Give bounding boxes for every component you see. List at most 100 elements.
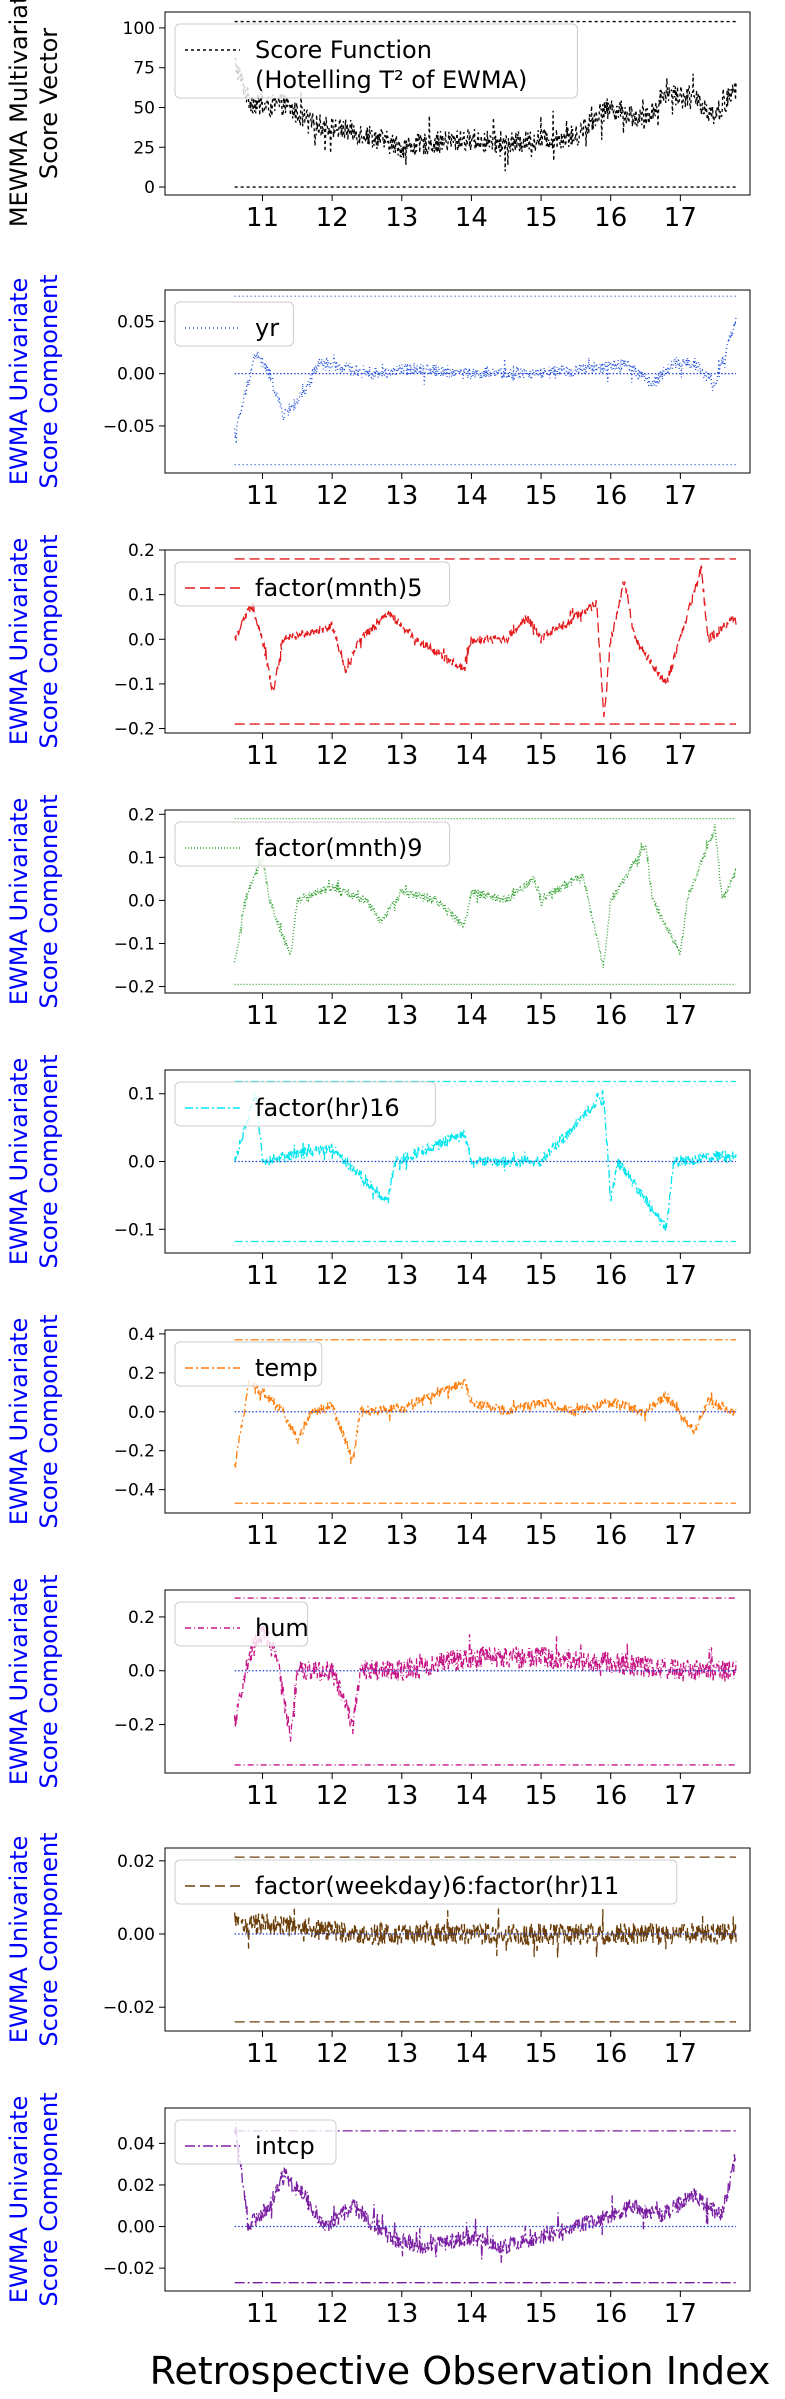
legend-box bbox=[174, 301, 294, 347]
y-tick-label: 0.2 bbox=[128, 805, 155, 825]
legend-box bbox=[174, 1601, 309, 1647]
x-tick-label: 17 bbox=[664, 1001, 697, 1031]
y-tick-label: −0.1 bbox=[114, 1220, 155, 1240]
series-line bbox=[233, 2122, 737, 2263]
axes-frame bbox=[164, 1847, 751, 2032]
y-axis-label: EWMA Univariate bbox=[5, 1578, 33, 1785]
axes-frame bbox=[164, 549, 751, 734]
legend-label: (Hotelling T² of EWMA) bbox=[255, 66, 527, 94]
x-tick-label: 17 bbox=[664, 2039, 697, 2069]
x-tick-label: 13 bbox=[385, 2299, 418, 2329]
x-tick-label: 13 bbox=[385, 1261, 418, 1291]
x-tick-label: 12 bbox=[316, 1521, 349, 1551]
y-axis-label: EWMA Univariate bbox=[5, 2096, 33, 2303]
x-tick-label: 16 bbox=[594, 1001, 627, 1031]
y-axis-label: Score Vector bbox=[35, 28, 63, 179]
y-tick-label: −0.2 bbox=[114, 720, 155, 740]
legend-label: yr bbox=[255, 314, 279, 342]
x-tick-label: 12 bbox=[316, 1001, 349, 1031]
series-line bbox=[234, 57, 737, 172]
x-tick-label: 13 bbox=[385, 481, 418, 511]
x-tick-label: 15 bbox=[525, 1001, 558, 1031]
y-axis-label: Score Component bbox=[35, 1054, 63, 1268]
chart-panel-4: −0.2 −0.1 0.0 0.1 0.2 11 12 13 14 15 16 17 EWMA Univ… bbox=[5, 794, 751, 1031]
series-line bbox=[233, 824, 737, 968]
chart-panel-6: −0.4 −0.2 0.0 0.2 0.4 11 12 13 14 15 16 17 EWMA Univ… bbox=[5, 1314, 751, 1551]
x-tick-label: 17 bbox=[664, 1261, 697, 1291]
axes-frame bbox=[164, 1589, 751, 1774]
x-tick-label: 16 bbox=[594, 2039, 627, 2069]
x-tick-label: 14 bbox=[455, 1001, 488, 1031]
x-tick-label: 16 bbox=[594, 1261, 627, 1291]
series-line bbox=[234, 564, 737, 718]
y-tick-label: −0.02 bbox=[103, 1998, 155, 2018]
axes-frame bbox=[164, 1329, 751, 1514]
y-tick-label: 0.0 bbox=[128, 630, 155, 650]
x-tick-label: 12 bbox=[316, 1261, 349, 1291]
y-tick-label: −0.2 bbox=[114, 1716, 155, 1736]
chart-panel-3: −0.2 −0.1 0.0 0.1 0.2 11 12 13 14 15 16 17 EWMA Univ… bbox=[5, 534, 751, 771]
x-tick-label: 14 bbox=[455, 2039, 488, 2069]
x-tick-label: 15 bbox=[525, 1521, 558, 1551]
y-tick-label: 0.2 bbox=[128, 541, 155, 561]
x-tick-label: 12 bbox=[316, 1781, 349, 1811]
y-tick-label: −0.02 bbox=[103, 2259, 155, 2279]
legend-box bbox=[174, 23, 578, 99]
x-tick-label: 13 bbox=[385, 1781, 418, 1811]
y-axis-label: Score Component bbox=[35, 1574, 63, 1788]
x-tick-label: 11 bbox=[246, 1521, 279, 1551]
x-tick-label: 16 bbox=[594, 2299, 627, 2329]
x-axis-label: Retrospective Observation Index bbox=[150, 2349, 771, 2393]
legend-box bbox=[174, 2119, 337, 2165]
x-tick-label: 16 bbox=[594, 481, 627, 511]
legend-label: factor(mnth)9 bbox=[255, 834, 423, 862]
x-tick-label: 17 bbox=[664, 481, 697, 511]
y-tick-label: −0.1 bbox=[114, 934, 155, 954]
x-tick-label: 17 bbox=[664, 1521, 697, 1551]
y-axis-label: EWMA Univariate bbox=[5, 1058, 33, 1265]
y-tick-label: −0.4 bbox=[114, 1481, 155, 1501]
y-axis-label: EWMA Univariate bbox=[5, 278, 33, 485]
x-tick-label: 15 bbox=[525, 2299, 558, 2329]
y-axis-label: EWMA Univariate bbox=[5, 1836, 33, 2043]
y-axis-label: Score Component bbox=[35, 274, 63, 488]
x-tick-label: 12 bbox=[316, 2299, 349, 2329]
x-tick-label: 16 bbox=[594, 1781, 627, 1811]
x-tick-label: 13 bbox=[385, 1001, 418, 1031]
x-tick-label: 11 bbox=[246, 203, 279, 233]
x-tick-label: 15 bbox=[525, 741, 558, 771]
series-line bbox=[233, 1623, 737, 1742]
x-tick-label: 17 bbox=[664, 1781, 697, 1811]
series-line bbox=[233, 1908, 737, 1958]
y-tick-label: 100 bbox=[123, 19, 155, 39]
x-tick-label: 14 bbox=[455, 741, 488, 771]
legend-box bbox=[174, 561, 451, 607]
legend-label: Score Function bbox=[255, 36, 432, 64]
x-tick-label: 11 bbox=[246, 1001, 279, 1031]
x-tick-label: 13 bbox=[385, 2039, 418, 2069]
y-axis-label: EWMA Univariate bbox=[5, 1318, 33, 1525]
x-tick-label: 15 bbox=[525, 2039, 558, 2069]
y-tick-label: 0.4 bbox=[128, 1325, 155, 1345]
x-tick-label: 14 bbox=[455, 203, 488, 233]
y-tick-label: 0.0 bbox=[128, 1662, 155, 1682]
x-tick-label: 17 bbox=[664, 741, 697, 771]
legend-label: hum bbox=[255, 1614, 309, 1642]
legend-label: factor(weekday)6:factor(hr)11 bbox=[255, 1872, 619, 1900]
axes-frame bbox=[164, 289, 751, 474]
y-tick-label: 0.00 bbox=[117, 365, 155, 385]
y-tick-label: 0.1 bbox=[128, 586, 155, 606]
chart-panel-2: −0.05 0.00 0.05 11 12 13 14 15 16 17 EWMA Univaria… bbox=[5, 274, 751, 511]
chart-panel-1: 0 25 50 75 100 11 12 13 14 15 16 17 MEWMA Multivaria… bbox=[5, 0, 751, 233]
legend-box bbox=[174, 821, 451, 867]
legend-label: factor(hr)16 bbox=[255, 1094, 400, 1122]
x-tick-label: 12 bbox=[316, 2039, 349, 2069]
y-tick-label: −0.1 bbox=[114, 675, 155, 695]
legend-box bbox=[174, 1859, 678, 1905]
y-tick-label: 0.2 bbox=[128, 1608, 155, 1628]
panels: 0 25 50 75 100 11 12 13 14 15 16 17 MEWMA Multivaria… bbox=[5, 0, 751, 2329]
y-tick-label: 0.04 bbox=[117, 2134, 155, 2154]
y-tick-label: 0.00 bbox=[117, 1925, 155, 1945]
legend-label: intcp bbox=[255, 2132, 315, 2160]
y-axis-label: Score Component bbox=[35, 2092, 63, 2306]
